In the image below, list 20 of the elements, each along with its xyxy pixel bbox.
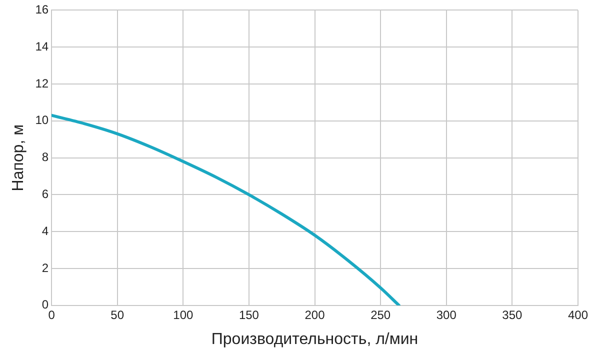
line-series: [52, 114, 401, 306]
x-tick-label: 300: [436, 308, 457, 322]
y-tick-label: 8: [42, 150, 49, 164]
y-tick-label: 10: [35, 113, 49, 128]
y-tick-label: 16: [35, 2, 49, 17]
x-tick-label: 50: [110, 308, 124, 322]
x-tick-label: 400: [568, 308, 588, 322]
x-tick-label: 250: [370, 308, 391, 322]
y-tick-label: 6: [42, 187, 49, 202]
y-axis-title: Напор, м: [10, 124, 28, 192]
x-tick-label: 100: [173, 308, 194, 322]
x-tick-label: 200: [304, 308, 326, 322]
y-tick-label: 14: [35, 39, 49, 54]
y-tick-label: 12: [35, 76, 49, 90]
x-tick-label: 150: [238, 308, 260, 322]
x-axis-title: Производительность, л/мин: [211, 330, 418, 348]
x-tick-label: 350: [502, 308, 523, 322]
y-tick-label: 2: [42, 260, 49, 275]
y-tick-label: 0: [42, 298, 49, 312]
y-tick-label: 4: [42, 224, 49, 238]
